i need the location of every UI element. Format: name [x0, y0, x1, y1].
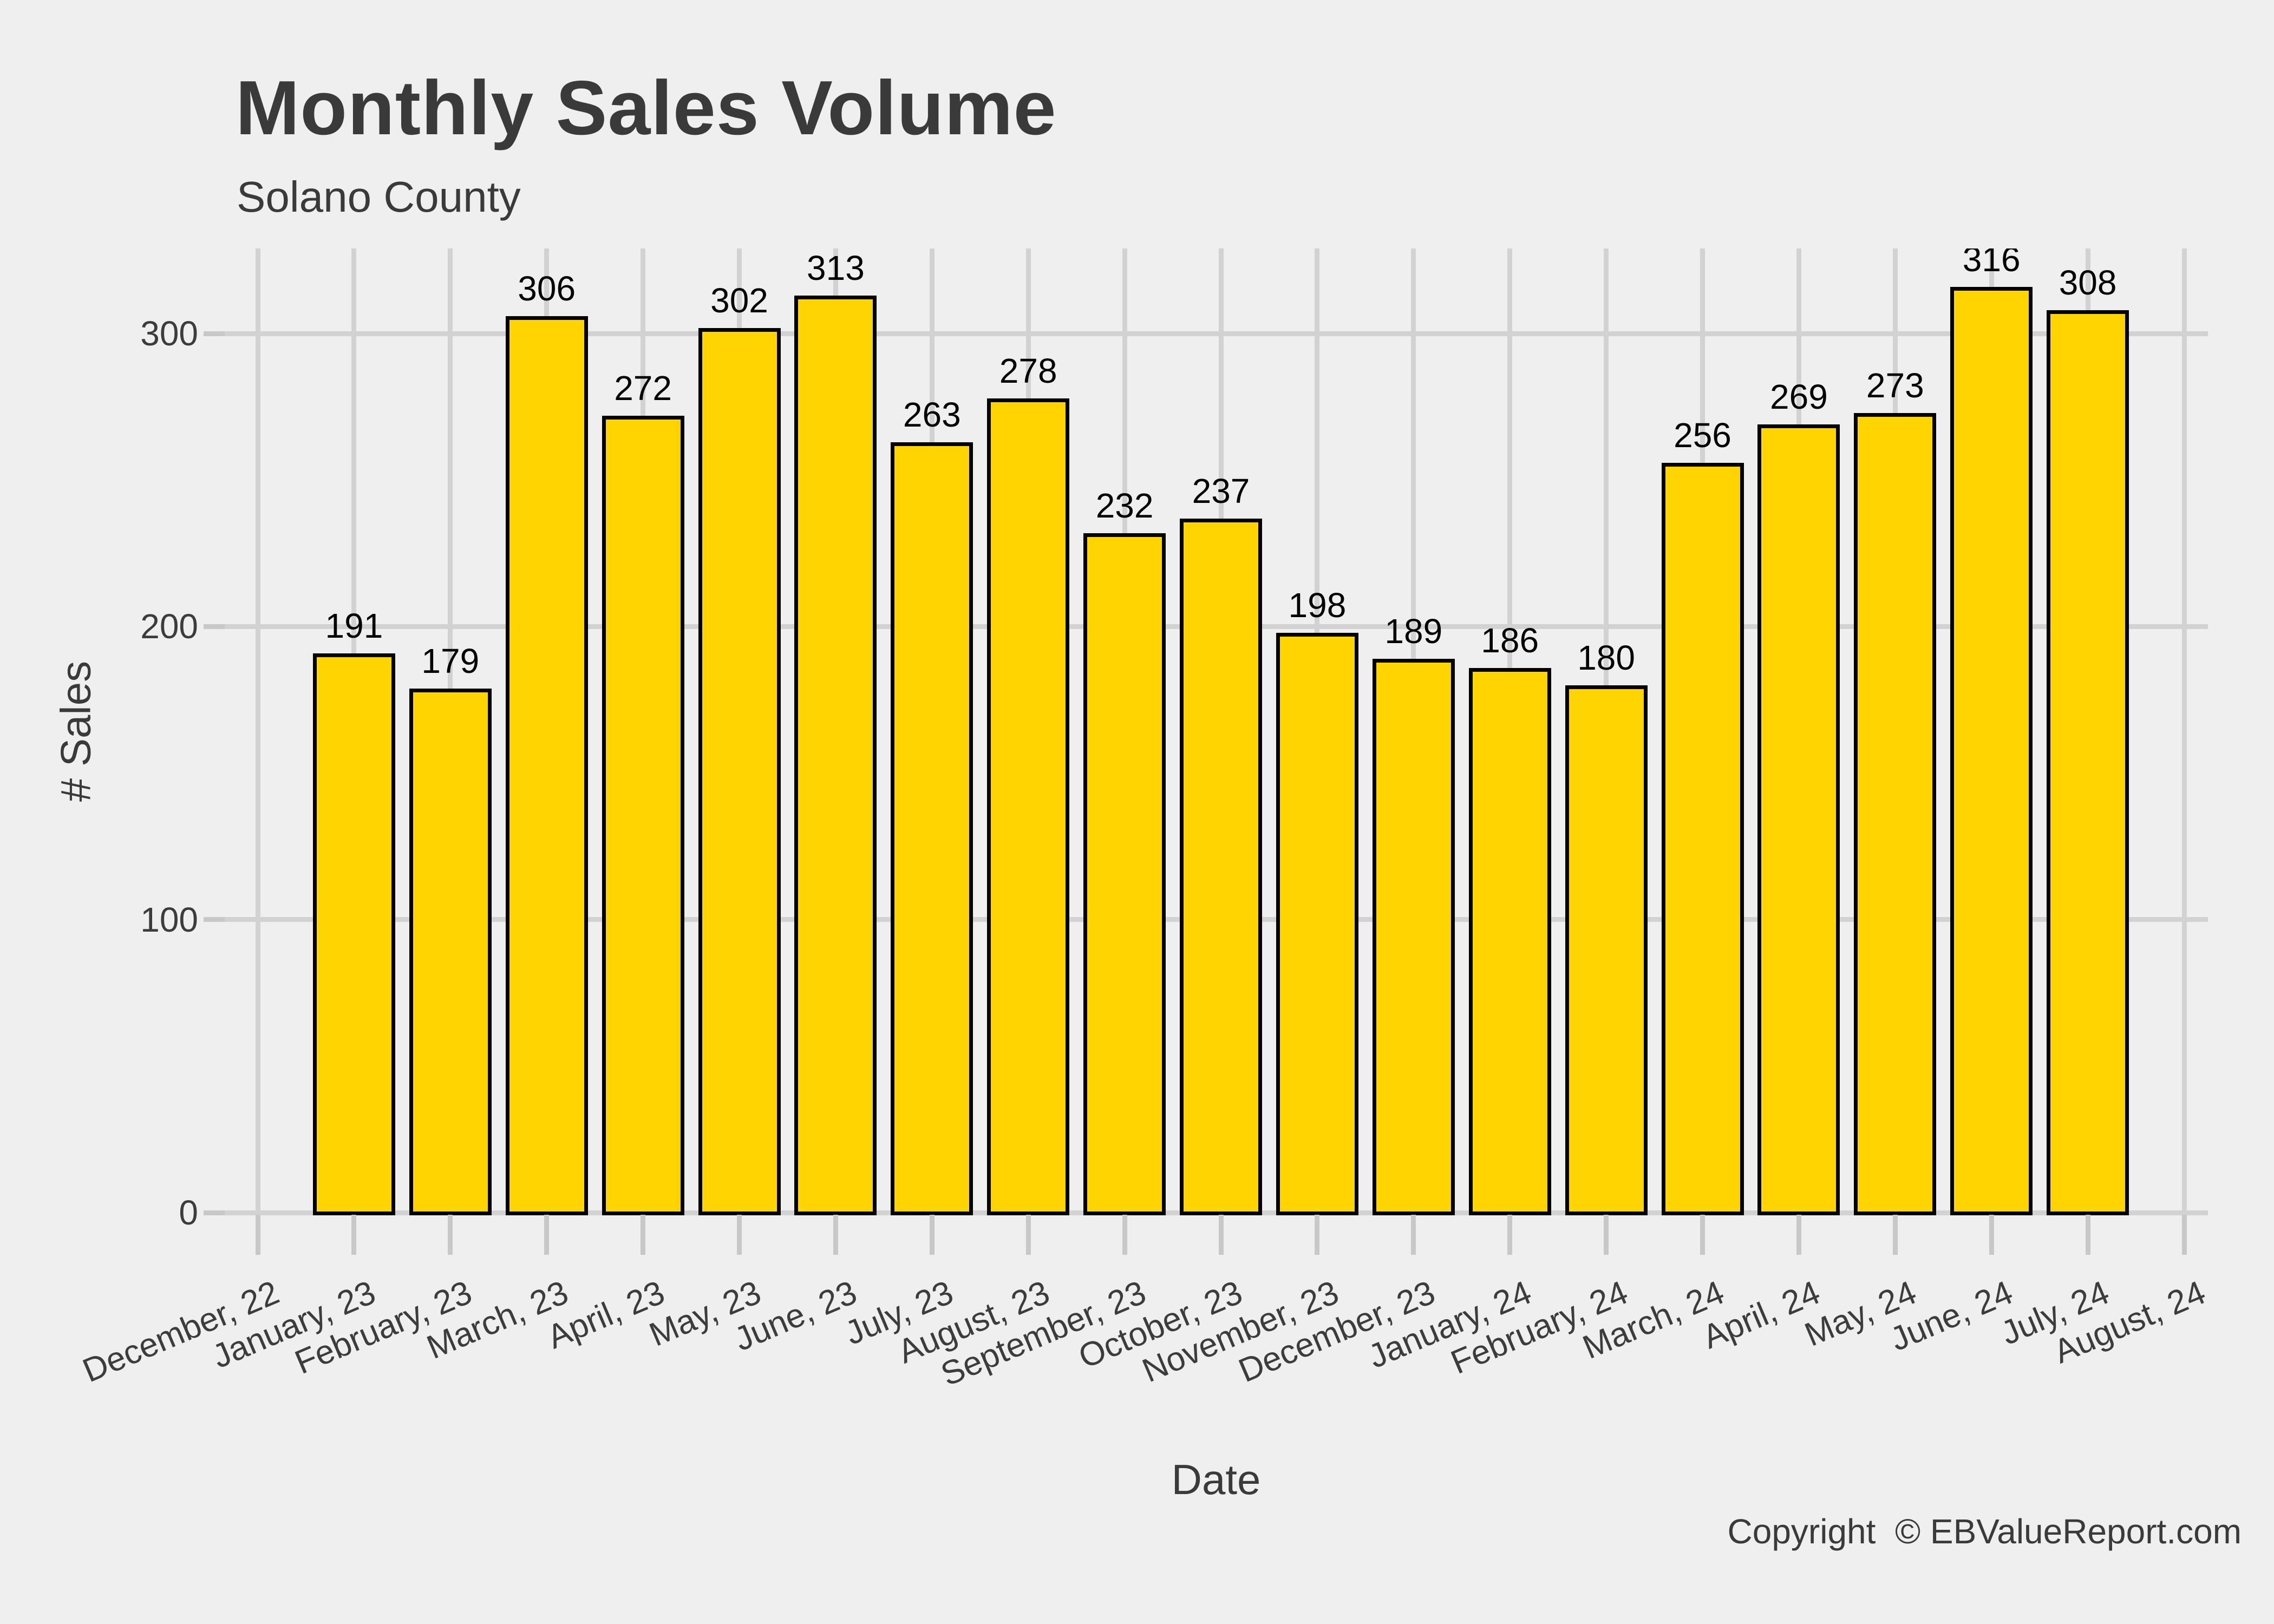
x-axis-tick [1507, 1215, 1513, 1255]
bar-value-label: 306 [518, 269, 576, 309]
copyright-text: Copyright © EBValueReport.com [1727, 1512, 2242, 1551]
bar-value-label: 186 [1481, 620, 1539, 660]
x-gridline [255, 248, 260, 1215]
x-axis-tick [737, 1215, 742, 1255]
chart-title: Monthly Sales Volume [236, 65, 1057, 151]
bar-december-23 [1372, 659, 1455, 1215]
y-axis-tick-label: 200 [140, 607, 198, 646]
y-axis-tick [204, 1210, 225, 1215]
bar-value-label: 256 [1674, 415, 1731, 455]
x-axis-tick [1411, 1215, 1416, 1255]
y-axis-tick [204, 331, 225, 336]
bar-november-23 [1276, 632, 1358, 1215]
bar-value-label: 191 [325, 606, 383, 645]
x-axis-tick [448, 1215, 453, 1255]
x-gridline [2181, 248, 2187, 1215]
bar-june-23 [794, 296, 877, 1215]
y-axis-tick-label: 100 [140, 900, 198, 939]
bar-october-23 [1180, 518, 1262, 1215]
bar-value-label: 198 [1288, 585, 1347, 625]
bar-value-label: 263 [903, 395, 961, 434]
bar-value-label: 237 [1192, 471, 1250, 510]
bar-value-label: 313 [807, 248, 865, 288]
x-axis-tick [1700, 1215, 1705, 1255]
x-axis-tick [1989, 1215, 1994, 1255]
x-axis-tick [1122, 1215, 1127, 1255]
bar-value-label: 189 [1384, 612, 1443, 651]
y-axis-tick [204, 624, 225, 629]
x-axis-tick [351, 1215, 357, 1255]
x-axis-tick [1892, 1215, 1898, 1255]
x-axis-tick [2181, 1215, 2187, 1255]
bar-value-label: 278 [999, 351, 1057, 390]
x-axis-tick [2085, 1215, 2090, 1255]
y-axis-title: # Sales [51, 660, 100, 802]
bar-july-24 [2047, 310, 2129, 1215]
bar-february-23 [409, 688, 492, 1215]
bar-value-label: 316 [1962, 248, 2021, 279]
bar-value-label: 273 [1866, 365, 1924, 405]
bar-value-label: 232 [1095, 486, 1154, 525]
y-axis-tick-label: 300 [140, 314, 198, 353]
bar-january-23 [312, 653, 395, 1215]
x-axis-tick [1796, 1215, 1801, 1255]
bar-value-label: 180 [1577, 638, 1635, 678]
bar-june-24 [1950, 287, 2033, 1215]
x-axis-tick [929, 1215, 935, 1255]
plot-panel: 191 179 306 272 302 313 263 278 232 237 198 189 186 1… [225, 248, 2208, 1215]
x-axis-tick [1315, 1215, 1320, 1255]
bar-may-24 [1854, 412, 1937, 1215]
bar-february-24 [1565, 685, 1648, 1215]
x-axis-tick [1218, 1215, 1224, 1255]
bar-value-label: 308 [2059, 263, 2117, 303]
bar-april-24 [1757, 424, 1840, 1215]
x-axis-tick [833, 1215, 838, 1255]
y-axis-tick-label: 0 [179, 1193, 198, 1232]
chart-subtitle: Solano County [237, 173, 521, 221]
bar-march-24 [1661, 462, 1744, 1215]
x-axis-tick [1025, 1215, 1031, 1255]
bar-value-label: 269 [1770, 377, 1828, 417]
y-axis-tick [204, 917, 225, 922]
bar-january-24 [1468, 667, 1551, 1215]
bar-july-23 [891, 442, 973, 1215]
x-axis-title: Date [1171, 1456, 1261, 1503]
x-axis-tick [544, 1215, 550, 1255]
bar-august-23 [987, 398, 1070, 1215]
bar-value-label: 302 [710, 280, 768, 320]
bar-value-label: 272 [614, 369, 672, 408]
bar-april-23 [602, 416, 684, 1215]
bar-may-23 [698, 328, 781, 1215]
bar-value-label: 179 [421, 641, 480, 680]
x-axis-tick [641, 1215, 646, 1255]
y-gridline [225, 331, 2208, 336]
x-axis-tick [255, 1215, 260, 1255]
bar-september-23 [1083, 533, 1166, 1215]
bar-march-23 [505, 316, 588, 1215]
x-axis-tick [1604, 1215, 1609, 1255]
